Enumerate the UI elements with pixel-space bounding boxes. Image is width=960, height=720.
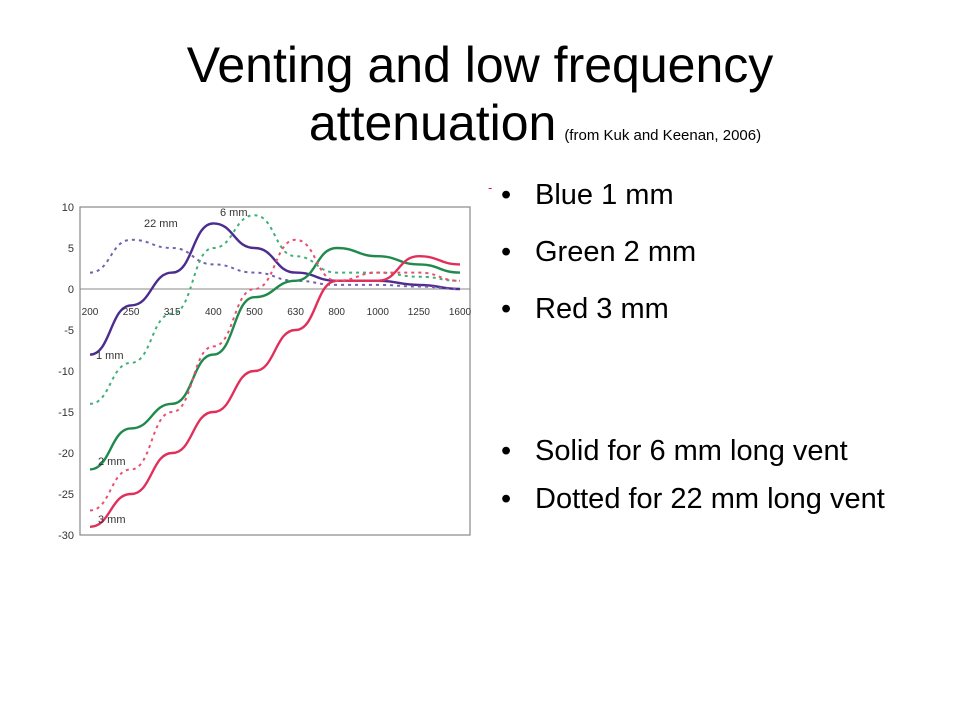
series-line-green-solid	[89, 246, 461, 471]
attenuation-chart: 10 5 0 -5 -10 -15 -20 -25 -30 200 250 315 400 500 630 8…	[58, 202, 472, 542]
plot-frame	[79, 206, 471, 536]
y-tick-label: -20	[58, 448, 74, 460]
series-line-green-dotted	[89, 214, 461, 405]
title-line-2: attenuation	[308, 95, 557, 151]
y-tick-label: 5	[68, 243, 74, 255]
series-line-blue-dotted	[89, 238, 461, 290]
x-tick-label: 800	[328, 307, 345, 318]
bullet-solid: Solid for 6 mm long vent	[497, 434, 947, 468]
legend-bullets: Blue 1 mm Green 2 mm Red 3 mm Solid for …	[497, 178, 947, 516]
chart-annotation: 22 mm	[144, 218, 178, 230]
chart-annotation: 1 mm	[96, 350, 124, 362]
chart-annotation: 3 mm	[98, 514, 126, 526]
chart-annotation: 2 mm	[98, 456, 126, 468]
x-tick-label: 200	[82, 307, 99, 318]
x-tick-label: 250	[123, 307, 140, 318]
stray-mark: -	[488, 180, 493, 195]
series-line-red-dotted	[89, 238, 461, 512]
x-tick-label: 1600	[449, 307, 472, 318]
bullet-dotted: Dotted for 22 mm long vent	[497, 482, 947, 516]
bullet-spacer	[497, 349, 947, 406]
x-tick-label: 500	[246, 307, 263, 318]
source-citation: (from Kuk and Keenan, 2006)	[564, 127, 762, 144]
bullet-red: Red 3 mm	[497, 292, 947, 326]
y-tick-label: 10	[62, 202, 74, 214]
title-line-1: Venting and low frequency	[186, 37, 774, 93]
chart-annotation: 6 mm	[220, 207, 248, 219]
slide-title: Venting and low frequency attenuation (fr…	[0, 36, 960, 165]
x-tick-label: 315	[164, 307, 181, 318]
x-tick-label: 630	[287, 307, 304, 318]
y-tick-label: -10	[58, 366, 74, 378]
y-tick-label: -5	[64, 325, 74, 337]
x-tick-label: 1250	[408, 307, 431, 318]
x-tick-label: 400	[205, 307, 222, 318]
y-tick-label: -25	[58, 489, 74, 501]
bullet-green: Green 2 mm	[497, 235, 947, 269]
bullet-blue: Blue 1 mm	[497, 178, 947, 212]
y-tick-label: -15	[58, 407, 74, 419]
x-tick-label: 1000	[367, 307, 390, 318]
y-tick-label: 0	[68, 284, 74, 296]
title-line-2-wrapper: attenuation (from Kuk and Keenan, 2006)	[0, 94, 960, 165]
y-tick-label: -30	[58, 530, 74, 542]
series-line-blue-solid	[89, 222, 461, 356]
series-line-red-solid	[89, 254, 461, 528]
